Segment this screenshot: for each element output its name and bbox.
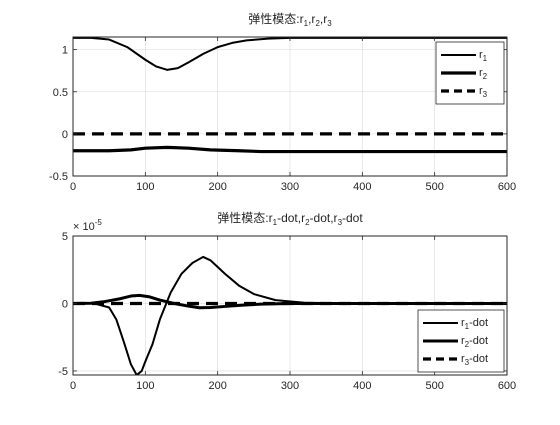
y-tick-label: 0 <box>62 129 68 141</box>
y-tick-label: 0 <box>62 298 68 310</box>
x-tick-label: 400 <box>353 380 371 392</box>
chart-title-2-part: 3 <box>338 218 343 227</box>
chart-title-1: 弹性模态:r1,r2,r3 <box>248 12 332 28</box>
x-tick-label: 0 <box>70 380 76 392</box>
legend-label-2-2: r2-dot <box>461 335 488 349</box>
y-tick-label: 0.5 <box>53 87 68 99</box>
legend-label-2-2-part: -dot <box>469 335 488 347</box>
legend-label-1-1-part: r <box>479 49 483 61</box>
chart-title-1-part: 1 <box>304 19 309 28</box>
chart-title-2-part: 1 <box>273 218 278 227</box>
x-tick-label: 300 <box>281 181 299 193</box>
legend-label-2-1: r1-dot <box>461 317 488 331</box>
x-tick-label: 200 <box>208 181 226 193</box>
chart-title-1-part: 2 <box>315 19 320 28</box>
x-tick-label: 600 <box>498 181 516 193</box>
series-line-1-1 <box>73 37 507 71</box>
legend-label-2-1-part: -dot <box>469 317 488 329</box>
series-line-2-1 <box>73 255 507 375</box>
y-exponent-label: × 10-5 <box>73 218 102 233</box>
series-line-1-2 <box>73 145 507 154</box>
x-tick-label: 600 <box>498 380 516 392</box>
legend-label-1-1: r1 <box>479 49 488 63</box>
legend-label-1-3-part: 3 <box>483 90 488 99</box>
chart-title-1-part: ,r <box>308 12 315 26</box>
legend-label-2-3-part: 3 <box>465 358 470 367</box>
legend-label-1-3: r3 <box>479 85 488 99</box>
legend-label-2-1-part: 1 <box>465 322 470 331</box>
chart-title-2-part: -dot <box>342 211 363 225</box>
legend-box-2 <box>417 309 505 373</box>
legend-label-2-1-part: r <box>461 317 465 329</box>
chart-title-2-part: -dot,r <box>277 211 305 225</box>
legend-label-2-2-part: 2 <box>465 340 470 349</box>
chart-title-1-part: 3 <box>327 19 332 28</box>
x-tick-label: 100 <box>136 181 154 193</box>
x-tick-label: 500 <box>425 380 443 392</box>
x-tick-label: 0 <box>70 181 76 193</box>
legend-label-1-2-part: r <box>479 67 483 79</box>
y-exponent-label-part: × 10 <box>73 221 95 233</box>
x-tick-label: 100 <box>136 380 154 392</box>
y-tick-label: -0.5 <box>49 171 68 183</box>
legend-label-2-2-part: r <box>461 335 465 347</box>
y-exponent-label-part: -5 <box>95 218 103 227</box>
chart-title-1-part: 弹性模态:r <box>248 12 303 26</box>
legend-label-1-2-part: 2 <box>483 72 488 81</box>
legend-label-2-3: r3-dot <box>461 353 488 367</box>
y-tick-label: 5 <box>62 231 68 243</box>
chart-title-2-part: -dot,r <box>310 211 338 225</box>
legend-label-1-2: r2 <box>479 67 488 81</box>
y-tick-label: -5 <box>58 366 68 378</box>
legend-label-1-3-part: r <box>479 85 483 97</box>
legend-label-1-1-part: 1 <box>483 54 488 63</box>
x-tick-label: 500 <box>425 181 443 193</box>
x-tick-label: 300 <box>281 380 299 392</box>
chart-title-1-part: ,r <box>320 12 327 26</box>
legend-label-2-3-part: -dot <box>469 353 488 365</box>
legend-label-2-3-part: r <box>461 353 465 365</box>
y-tick-label: 1 <box>62 45 68 57</box>
x-tick-label: 200 <box>208 380 226 392</box>
chart-title-2-part: 2 <box>305 218 310 227</box>
chart-title-2: 弹性模态:r1-dot,r2-dot,r3-dot <box>217 211 363 227</box>
chart-title-2-part: 弹性模态:r <box>217 211 272 225</box>
x-tick-label: 400 <box>353 181 371 193</box>
